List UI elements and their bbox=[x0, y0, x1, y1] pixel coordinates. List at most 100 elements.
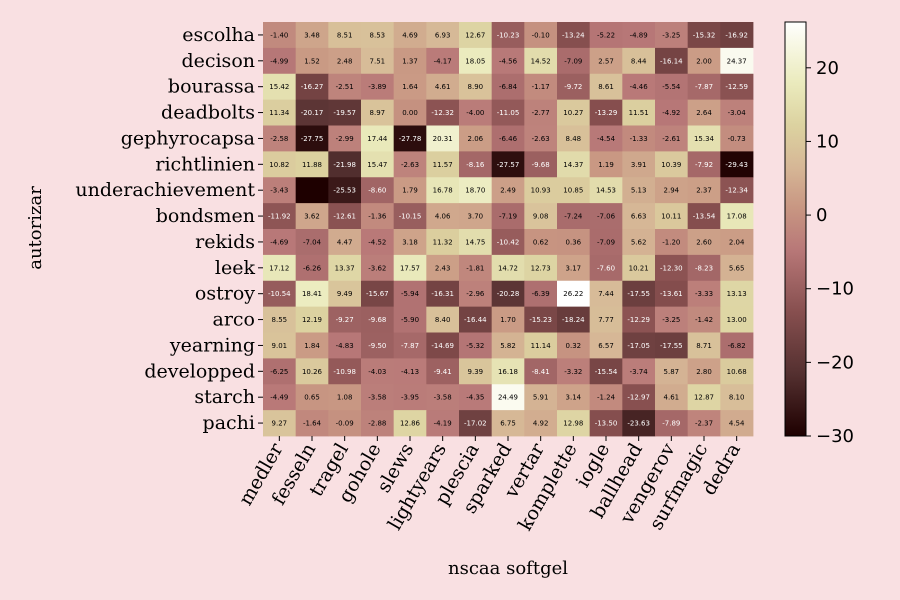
cell-value-label: -1.81 bbox=[466, 264, 484, 272]
cell-value-label: 20.31 bbox=[433, 135, 453, 143]
cell-value-label: -4.00 bbox=[466, 109, 484, 117]
heatmap-cell bbox=[524, 151, 558, 178]
cell-value-label: 16.78 bbox=[433, 187, 453, 195]
heatmap-cell bbox=[459, 177, 493, 204]
cell-value-label: -9.27 bbox=[336, 316, 354, 324]
cell-value-label: -9.50 bbox=[368, 342, 386, 350]
heatmap-cell bbox=[491, 125, 525, 152]
heatmap-cell bbox=[393, 358, 427, 385]
cell-value-label: -7.87 bbox=[401, 342, 419, 350]
cell-value-label: 4.61 bbox=[664, 394, 680, 402]
heatmap-cell bbox=[524, 410, 558, 437]
cell-value-label: -1.17 bbox=[532, 83, 550, 91]
heatmap-cell bbox=[557, 203, 591, 230]
cell-value-label: 24.49 bbox=[498, 394, 518, 402]
heatmap-cell bbox=[557, 99, 591, 126]
cell-value-label: -12.97 bbox=[627, 394, 650, 402]
heatmap-cell bbox=[720, 22, 754, 49]
heatmap-cell bbox=[263, 47, 297, 75]
cell-value-label: 1.79 bbox=[402, 187, 418, 195]
y-tick-label: pachi bbox=[203, 412, 255, 434]
cell-value-label: 14.52 bbox=[531, 57, 551, 65]
heatmap-cell bbox=[557, 306, 591, 333]
cell-value-label: -0.73 bbox=[728, 135, 746, 143]
cell-value-label: 9.27 bbox=[272, 420, 288, 428]
cell-value-label: -0.09 bbox=[336, 420, 354, 428]
heatmap-cell bbox=[361, 384, 395, 411]
heatmap-cell bbox=[361, 22, 395, 49]
heatmap-cell bbox=[459, 332, 493, 359]
heatmap-cell bbox=[687, 99, 721, 126]
cell-value-label: -16.27 bbox=[301, 83, 324, 91]
cell-value-label: -11.05 bbox=[497, 109, 520, 117]
heatmap-cell bbox=[524, 203, 558, 230]
cell-value-label: 8.51 bbox=[337, 31, 353, 39]
cell-value-label: -9.68 bbox=[532, 161, 550, 169]
heatmap-cell bbox=[524, 358, 558, 385]
cell-value-label: 9.49 bbox=[337, 290, 353, 298]
heatmap-cell bbox=[687, 332, 721, 359]
heatmap-cell bbox=[459, 254, 493, 282]
heatmap-cell bbox=[524, 229, 558, 256]
cell-value-label: 10.11 bbox=[661, 213, 681, 221]
cell-value-label: 10.26 bbox=[302, 368, 323, 376]
cell-value-label: 14.53 bbox=[596, 187, 616, 195]
cell-value-label: 8.10 bbox=[729, 394, 745, 402]
heatmap-cell bbox=[655, 410, 689, 437]
cell-value-label: 0.65 bbox=[304, 394, 320, 402]
cell-value-label: -3.74 bbox=[630, 368, 649, 376]
heatmap-cell bbox=[557, 332, 591, 359]
cell-value-label: 1.19 bbox=[598, 161, 614, 169]
heatmap-cell bbox=[426, 47, 460, 75]
cell-value-label: 10.68 bbox=[727, 368, 747, 376]
heatmap-cell bbox=[687, 384, 721, 411]
cell-value-label: -15.67 bbox=[366, 290, 389, 298]
heatmap-cell bbox=[491, 306, 525, 333]
heatmap-cell bbox=[687, 47, 721, 75]
cell-value-label: -1.64 bbox=[303, 420, 322, 428]
cell-value-label: 0.36 bbox=[566, 238, 582, 246]
heatmap-cell bbox=[426, 99, 460, 126]
cell-value-label: -2.61 bbox=[662, 135, 680, 143]
cell-value-label: -8.23 bbox=[695, 264, 713, 272]
cell-value-label: -10.54 bbox=[268, 290, 291, 298]
heatmap-cell bbox=[459, 125, 493, 152]
heatmap-cell-labels: -1.40 3.48 8.51 8.53 4.69 6.93 12.67 -10.23 -0.1… bbox=[268, 31, 748, 427]
heatmap-cell bbox=[393, 203, 427, 230]
heatmap-cell bbox=[589, 203, 623, 230]
heatmap-cell bbox=[687, 280, 721, 308]
heatmap-cell bbox=[295, 306, 329, 333]
cell-value-label: 6.75 bbox=[500, 420, 516, 428]
cell-value-label: -5.94 bbox=[401, 290, 420, 298]
cell-value-label: 8.71 bbox=[696, 342, 712, 350]
cell-value-label: -4.89 bbox=[630, 31, 648, 39]
heatmap-cell bbox=[295, 410, 329, 437]
heatmap-cell bbox=[328, 229, 362, 256]
cell-value-label: -17.02 bbox=[464, 420, 487, 428]
cell-value-label: 8.48 bbox=[566, 135, 582, 143]
cell-value-label: 0.62 bbox=[533, 238, 549, 246]
heatmap-cell bbox=[720, 203, 754, 230]
cell-value-label: -8.41 bbox=[532, 368, 550, 376]
heatmap-cell bbox=[720, 47, 754, 75]
heatmap-cell bbox=[295, 229, 329, 256]
cell-value-label: -3.25 bbox=[662, 31, 680, 39]
heatmap-cell bbox=[263, 280, 297, 308]
heatmap-cell bbox=[622, 254, 656, 282]
heatmap-cell bbox=[589, 177, 623, 204]
heatmap-cell bbox=[295, 358, 329, 385]
heatmap-cell bbox=[263, 332, 297, 359]
cell-value-label: -10.15 bbox=[399, 213, 422, 221]
heatmap-cell bbox=[295, 151, 329, 178]
heatmap-cell bbox=[687, 177, 721, 204]
cell-value-label: -4.83 bbox=[336, 342, 354, 350]
heatmap-cell bbox=[328, 177, 362, 204]
cell-value-label: 9.01 bbox=[272, 342, 288, 350]
heatmap-cell bbox=[393, 332, 427, 359]
cell-value-label: -4.19 bbox=[434, 420, 452, 428]
heatmap-cell bbox=[361, 410, 395, 437]
y-tick-label: leek bbox=[215, 257, 256, 279]
heatmap-cell bbox=[426, 22, 460, 49]
heatmap-cell bbox=[720, 125, 754, 152]
